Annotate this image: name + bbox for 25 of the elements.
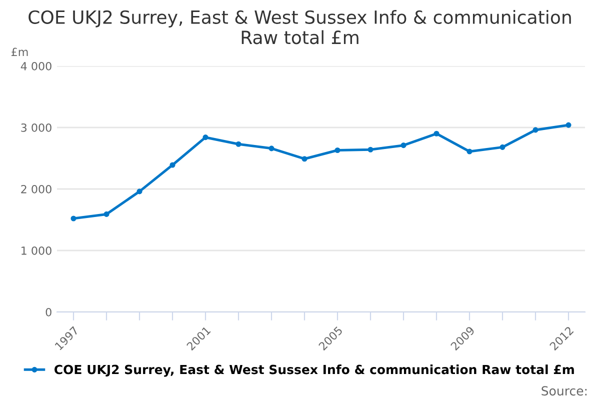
y-tick-label: 2 000: [21, 184, 52, 194]
point: [70, 216, 76, 222]
point: [170, 162, 176, 168]
point: [236, 141, 242, 147]
point: [400, 142, 406, 148]
chart-title: COE UKJ2 Surrey, East & West Sussex Info & communication Raw total £m: [28, 10, 571, 44]
point: [136, 188, 142, 194]
point: [302, 156, 308, 162]
source-note: Source:: [542, 386, 587, 396]
point: [334, 147, 340, 154]
y-tick-label: 4 000: [20, 62, 52, 70]
y-tick-label: 1 000: [22, 246, 52, 255]
point: [104, 211, 110, 217]
point: [268, 146, 274, 152]
point: [500, 144, 506, 150]
y-tick-label: 3 000: [21, 123, 52, 132]
point: [466, 148, 472, 154]
legend-label: COE UKJ2 Surrey, East & West Sussex Info & communication Raw total £m: [54, 364, 574, 377]
y-axis-title: £m: [12, 48, 28, 56]
point: [202, 134, 208, 140]
point: [566, 122, 572, 128]
point: [368, 146, 374, 152]
y-tick-label: 0: [46, 308, 52, 316]
point: [434, 130, 440, 136]
point: [532, 127, 538, 133]
